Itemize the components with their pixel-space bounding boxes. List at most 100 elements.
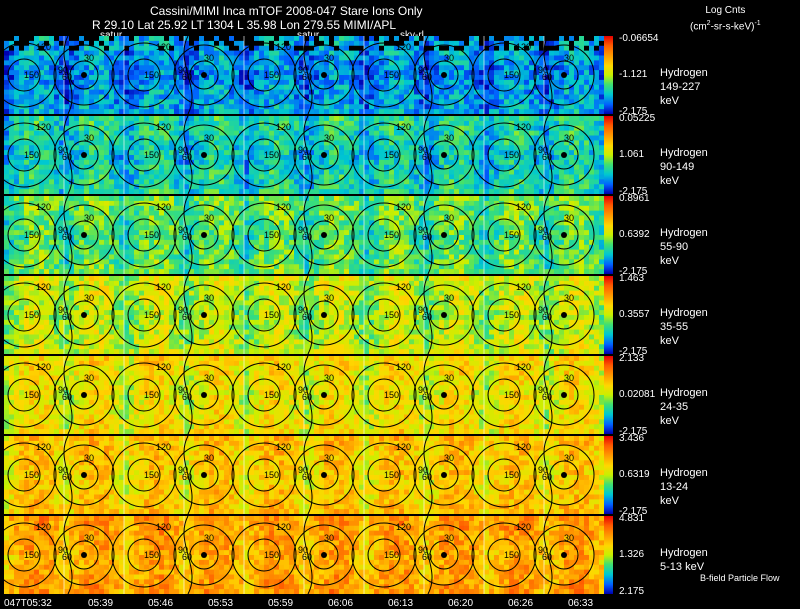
contour-label: 120 [156, 42, 171, 52]
contour-label: 120 [516, 202, 531, 212]
contour-label: 120 [516, 282, 531, 292]
contour-label: 90 [298, 65, 308, 75]
contour-label: 90 [418, 305, 428, 315]
species-name: Hydrogen [660, 67, 708, 79]
colorbar [604, 436, 613, 514]
contour-label: 90 [178, 145, 188, 155]
contour-label: 30 [324, 373, 334, 383]
contour-label: 90 [58, 145, 68, 155]
contour-label: 120 [396, 42, 411, 52]
colorbar-units: (cm2-sr-s-keV)-1 [690, 20, 761, 33]
contour-label: 120 [276, 282, 291, 292]
chart-title: Cassini/MIMI Inca mTOF 2008-047 Stare Io… [150, 4, 423, 18]
heatmap-panel-5: 1503060901201503060901201503060901201503… [4, 356, 604, 434]
contour-label: 60 [542, 392, 552, 402]
contour-label: 120 [36, 42, 51, 52]
sky-label: sky-rl [400, 30, 424, 41]
contour-label: 60 [302, 72, 312, 82]
contour-label: 60 [182, 232, 192, 242]
contour-label: 150 [504, 390, 519, 400]
contour-label: 30 [324, 533, 334, 543]
contour-label: 90 [418, 465, 428, 475]
colorbar [604, 36, 613, 114]
contour-label: 30 [444, 293, 454, 303]
energy-range: 5-13 keV [660, 561, 705, 573]
contour-label: 120 [396, 442, 411, 452]
contour-label: 120 [36, 362, 51, 372]
colorbar-mid-value: 0.6319 [619, 469, 650, 480]
contour-label: 30 [444, 53, 454, 63]
time-tick-label: 06:20 [448, 598, 474, 609]
species-label: Hydrogen 35-55 keV [660, 306, 708, 348]
contour-label: 90 [178, 65, 188, 75]
colorbar-min-value: -2.175 [619, 266, 648, 277]
contour-label: 60 [302, 312, 312, 322]
contour-label: 60 [302, 472, 312, 482]
contour-label: 30 [84, 453, 94, 463]
contour-label: 120 [36, 202, 51, 212]
contour-label: 30 [324, 213, 334, 223]
contour-label: 30 [84, 213, 94, 223]
contour-label: 150 [144, 150, 159, 160]
contour-label: 90 [418, 145, 428, 155]
contour-label: 30 [564, 293, 574, 303]
contour-label: 150 [504, 230, 519, 240]
contour-label: 150 [264, 390, 279, 400]
contour-label: 30 [324, 453, 334, 463]
contour-label: 60 [302, 232, 312, 242]
colorbar-mid-value: 1.061 [619, 149, 645, 160]
species-name: Hydrogen [660, 387, 708, 399]
contour-label: 90 [298, 145, 308, 155]
colorbar-mid-value: 1.326 [619, 549, 645, 560]
contour-label: 150 [264, 470, 279, 480]
flow-label: B-field Particle Flow [700, 573, 780, 583]
species-label: Hydrogen 5-13 keV [660, 546, 708, 574]
colorbar-title-line1: Log Cnts [705, 5, 746, 16]
heatmap-panel-3: 1503060901201503060901201503060901201503… [4, 196, 604, 274]
contour-label: 120 [396, 282, 411, 292]
energy-range: 13-24 keV [660, 481, 689, 507]
contour-label: 60 [542, 232, 552, 242]
contour-label: 30 [444, 533, 454, 543]
contour-label: 30 [444, 453, 454, 463]
colorbar-max-value: 0.8961 [619, 193, 650, 204]
contour-label: 30 [564, 533, 574, 543]
contour-label: 120 [276, 362, 291, 372]
contour-label: 150 [264, 150, 279, 160]
satur-label-2: satur [297, 30, 320, 41]
contour-label: 60 [182, 392, 192, 402]
contour-label: 30 [204, 53, 214, 63]
contour-label: 60 [62, 472, 72, 482]
species-label: Hydrogen 149-227 keV [660, 66, 708, 108]
contour-label: 150 [384, 150, 399, 160]
contour-label: 150 [24, 150, 39, 160]
contour-label: 60 [422, 232, 432, 242]
contour-label: 60 [302, 392, 312, 402]
contour-label: 30 [84, 133, 94, 143]
contour-label: 90 [418, 385, 428, 395]
contour-label: 150 [384, 70, 399, 80]
contour-label: 30 [564, 373, 574, 383]
colorbar-max-value: 1.463 [619, 273, 645, 284]
contour-label: 120 [36, 122, 51, 132]
contour-label: 150 [144, 470, 159, 480]
orbit-info: R 29.10 Lat 25.92 LT 1304 L 35.98 Lon 27… [92, 18, 396, 32]
species-label: Hydrogen 90-149 keV [660, 146, 708, 188]
contour-label: 150 [264, 70, 279, 80]
satur-label: satur [100, 30, 123, 41]
contour-label: 150 [264, 310, 279, 320]
contour-label: 90 [298, 305, 308, 315]
species-name: Hydrogen [660, 307, 708, 319]
contour-label: 30 [84, 373, 94, 383]
contour-label: 120 [276, 42, 291, 52]
contour-label: 30 [204, 133, 214, 143]
contour-label: 150 [384, 470, 399, 480]
contour-label: 60 [542, 72, 552, 82]
contour-label: 90 [418, 545, 428, 555]
species-label: Hydrogen 24-35 keV [660, 386, 708, 428]
species-label: Hydrogen 13-24 keV [660, 466, 708, 508]
colorbar-max-value: 0.05225 [619, 113, 656, 124]
contour-label: 150 [24, 470, 39, 480]
contour-label: 120 [156, 282, 171, 292]
contour-label: 30 [84, 53, 94, 63]
